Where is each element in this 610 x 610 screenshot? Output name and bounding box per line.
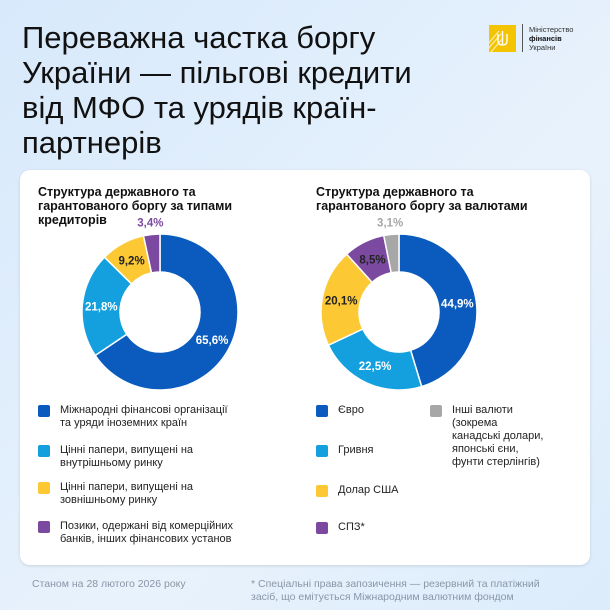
legend-label: Міжнародні фінансові організації та уряд… [60, 404, 228, 429]
legend-item: Міжнародні фінансові організації та уряд… [38, 404, 230, 430]
trident-logo-icon [489, 24, 516, 52]
logo-divider [522, 24, 523, 52]
slice-value-label: 8,5% [359, 254, 385, 266]
logo-line: Міністерство [529, 24, 574, 34]
legend-label: Цінні папери, випущені на зовнішньому ри… [60, 481, 194, 506]
legend-label: Долар США [338, 484, 399, 496]
legend-item: Гривня [316, 444, 373, 457]
slice-value-label: 20,1% [325, 295, 358, 307]
donut-slice [398, 233, 478, 388]
donut-slice [382, 233, 400, 274]
ministry-logo: Міністерство фінансів України [489, 24, 573, 52]
legend-label: Євро [338, 404, 364, 416]
legend-item: Євро [316, 404, 364, 417]
slice-value-label: 44,9% [441, 298, 474, 310]
chart-title-currencies: Структура державного та гарантованого бо… [316, 185, 528, 213]
legend-label: СПЗ* [338, 521, 365, 533]
slice-value-label: 21,8% [85, 301, 118, 313]
legend-swatch [38, 482, 50, 494]
legend-label: Гривня [338, 444, 374, 456]
legend-swatch [430, 405, 442, 417]
legend-item: Цінні папери, випущені на зовнішньому ри… [38, 481, 210, 507]
legend-swatch [38, 405, 50, 417]
legend-swatch [316, 445, 328, 457]
slice-value-label: 3,1% [377, 217, 403, 229]
donut-chart-currencies: 44,9% 22,5% 20,1% 8,5% 3,1% [320, 217, 478, 391]
charts-card: Структура державного та гарантованого бо… [20, 170, 590, 565]
slice-value-label: 22,5% [359, 361, 392, 373]
logo-line: фінансів [529, 33, 562, 43]
legend-item: Долар США [316, 484, 399, 497]
donut-slice [327, 328, 423, 391]
chart-title-creditors: Структура державного та гарантованого бо… [38, 185, 233, 227]
slice-value-label: 65,6% [196, 335, 229, 347]
legend-label: Цінні папери, випущені на внутрішньому р… [60, 444, 194, 469]
slice-value-label: 3,4% [137, 218, 163, 230]
footer-note: * Спеціальні права запозичення — резервн… [251, 578, 540, 603]
legend-swatch [316, 522, 328, 534]
legend-swatch [316, 405, 328, 417]
donut-slice [94, 233, 239, 391]
slice-value-label: 9,2% [118, 255, 144, 267]
logo-line: України [529, 42, 556, 52]
legend-item: Інші валюти (зокрема канадські долари, я… [430, 404, 547, 469]
legend-swatch [316, 485, 328, 497]
legend-item: СПЗ* [316, 521, 365, 534]
donut-chart-creditors: 65,6% 21,8% 9,2% 3,4% [81, 218, 239, 391]
donut-slice [142, 233, 161, 274]
legend-swatch [38, 521, 50, 533]
legend-swatch [38, 445, 50, 457]
legend-label: Позики, одержані від комерційних банків,… [60, 520, 233, 545]
legend-item: Позики, одержані від комерційних банків,… [38, 520, 240, 546]
footer-date: Станом на 28 лютого 2026 року [32, 578, 186, 590]
legend-label: Інші валюти (зокрема канадські долари, я… [452, 404, 544, 468]
page-title: Переважна частка боргу України — пільгов… [22, 20, 412, 160]
legend-item: Цінні папери, випущені на внутрішньому р… [38, 444, 200, 470]
